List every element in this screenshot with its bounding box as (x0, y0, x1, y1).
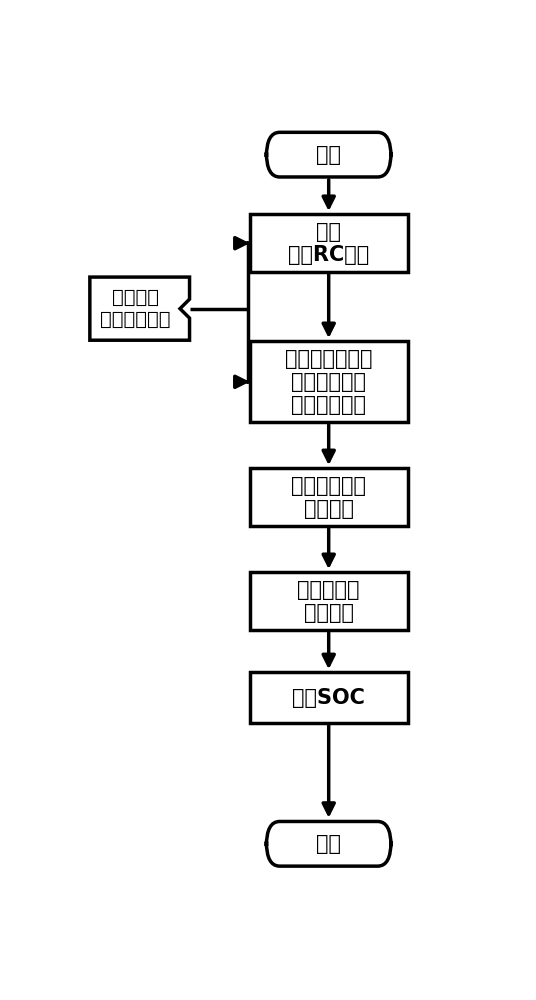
Bar (250, 572, 408, 630)
Bar (250, 672, 408, 723)
PathPatch shape (90, 277, 190, 340)
Bar (250, 214, 408, 272)
Text: 带遗忘因子递推
最小二乘算法
模型参数辨识: 带遗忘因子递推 最小二乘算法 模型参数辨识 (285, 349, 373, 415)
Text: 灰色预测模型
状态预测: 灰色预测模型 状态预测 (291, 476, 366, 519)
Text: 结束: 结束 (316, 834, 341, 854)
Text: 扩展卡尔曼
状态更新: 扩展卡尔曼 状态更新 (297, 580, 360, 623)
Bar (250, 341, 408, 422)
Text: 开始: 开始 (316, 145, 341, 165)
Text: 电池实测
电流、端电压: 电池实测 电流、端电压 (100, 288, 171, 329)
FancyBboxPatch shape (266, 132, 391, 177)
Bar (250, 468, 408, 526)
FancyBboxPatch shape (266, 821, 391, 866)
Text: 电池SOC: 电池SOC (292, 688, 365, 708)
Text: 电池
一阶RC模型: 电池 一阶RC模型 (288, 222, 369, 265)
